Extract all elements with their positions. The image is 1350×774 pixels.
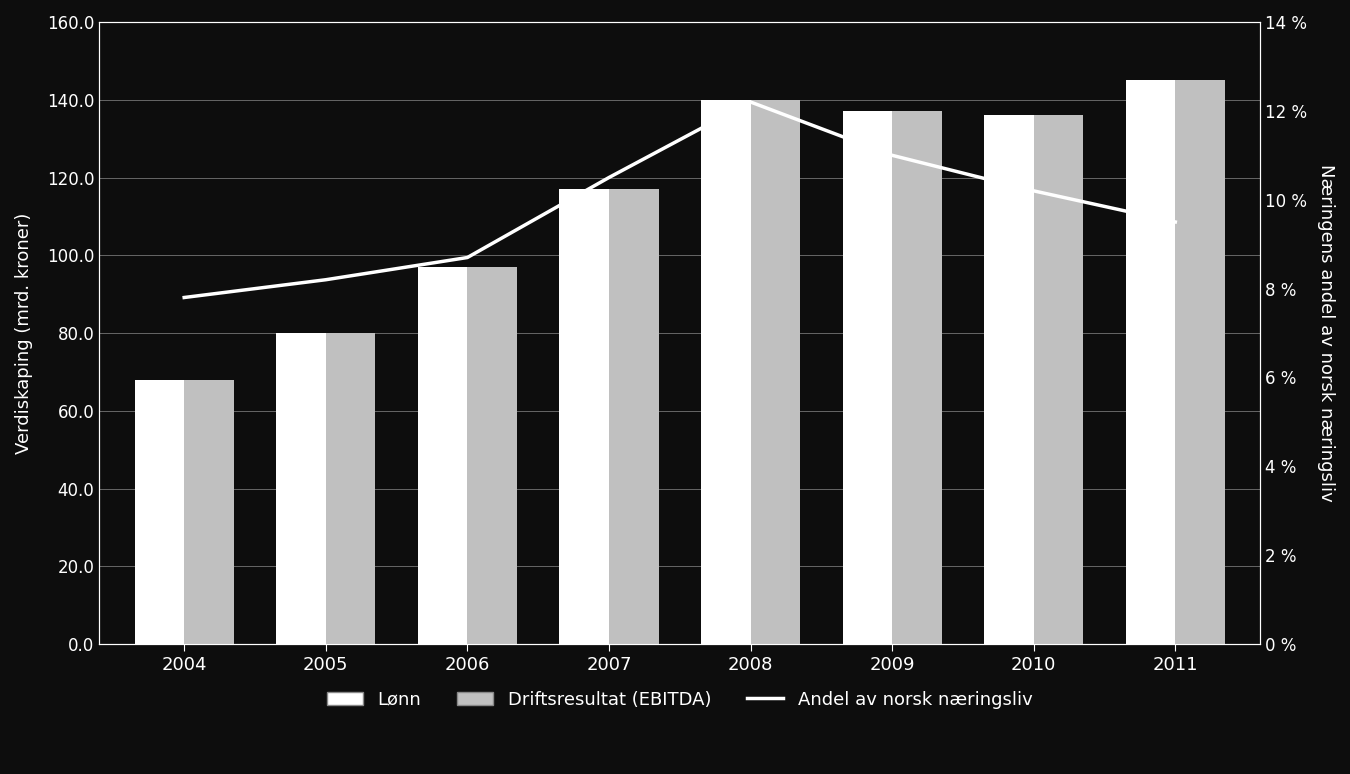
- Andel av norsk næringsliv: [1168, 217, 1184, 227]
- Bar: [325, 333, 375, 644]
- Bar: [277, 333, 325, 644]
- Bar: [467, 267, 517, 644]
- Bar: [417, 267, 467, 644]
- Line: Andel av norsk næringsliv: Andel av norsk næringsliv: [184, 102, 1176, 297]
- Bar: [892, 111, 942, 644]
- Andel av norsk næringsliv: [743, 98, 759, 107]
- Bar: [559, 189, 609, 644]
- Bar: [135, 380, 184, 644]
- Legend: Lønn, Driftsresultat (EBITDA), Andel av norsk næringsliv: Lønn, Driftsresultat (EBITDA), Andel av …: [320, 683, 1040, 716]
- Bar: [701, 100, 751, 644]
- Andel av norsk næringsliv: [601, 173, 617, 182]
- Bar: [984, 115, 1034, 644]
- Andel av norsk næringsliv: [317, 275, 333, 284]
- Andel av norsk næringsliv: [884, 151, 900, 160]
- Bar: [609, 189, 659, 644]
- Bar: [184, 380, 234, 644]
- Andel av norsk næringsliv: [176, 293, 192, 302]
- Bar: [1176, 80, 1224, 644]
- Y-axis label: Næringens andel av norsk næringsliv: Næringens andel av norsk næringsliv: [1318, 164, 1335, 502]
- Andel av norsk næringsliv: [459, 253, 475, 262]
- Andel av norsk næringsliv: [1026, 187, 1042, 196]
- Bar: [1126, 80, 1176, 644]
- Bar: [842, 111, 892, 644]
- Y-axis label: Verdiskaping (mrd. kroner): Verdiskaping (mrd. kroner): [15, 212, 32, 454]
- Bar: [751, 100, 801, 644]
- Bar: [1034, 115, 1083, 644]
